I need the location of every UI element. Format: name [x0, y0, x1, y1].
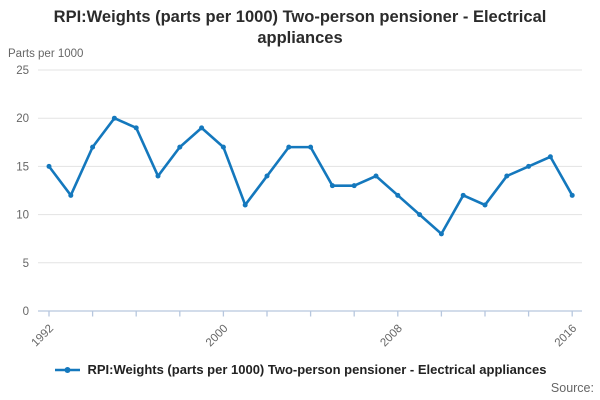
x-tick-label: 2008 — [378, 323, 405, 350]
data-point[interactable] — [569, 192, 575, 198]
data-point[interactable] — [308, 144, 314, 150]
data-point[interactable] — [199, 125, 205, 131]
data-point[interactable] — [329, 183, 335, 189]
y-tick-label: 20 — [16, 113, 29, 125]
data-point[interactable] — [460, 192, 466, 198]
legend-series-marker-icon — [54, 366, 80, 373]
data-point[interactable] — [155, 173, 161, 179]
y-axis-unit-label: Parts per 1000 — [8, 48, 84, 60]
data-point[interactable] — [286, 144, 292, 150]
x-tick-label: 2016 — [553, 323, 580, 350]
y-tick-label: 25 — [16, 65, 29, 77]
data-point[interactable] — [373, 173, 379, 179]
x-tick-label: 1992 — [30, 323, 57, 350]
data-point[interactable] — [526, 163, 532, 169]
legend-item-label: RPI:Weights (parts per 1000) Two-person … — [87, 362, 547, 377]
page-title: RPI:Weights (parts per 1000) Two-person … — [0, 7, 600, 49]
data-point[interactable] — [220, 144, 226, 150]
data-point[interactable] — [46, 163, 52, 169]
y-tick-label: 10 — [16, 210, 29, 222]
data-point[interactable] — [395, 192, 401, 198]
data-point[interactable] — [351, 183, 357, 189]
source-label: Source: — [550, 381, 594, 395]
data-point[interactable] — [111, 115, 117, 121]
legend[interactable]: RPI:Weights (parts per 1000) Two-person … — [0, 362, 600, 377]
chart-title-text: RPI:Weights (parts per 1000) Two-person … — [53, 8, 547, 47]
data-point[interactable] — [417, 212, 423, 218]
y-tick-label: 15 — [16, 161, 29, 173]
x-tick-label: 2000 — [204, 323, 231, 350]
data-point[interactable] — [547, 154, 553, 160]
data-point[interactable] — [482, 202, 488, 208]
data-point[interactable] — [177, 144, 183, 150]
series-line[interactable] — [47, 116, 574, 236]
y-tick-label: 5 — [23, 258, 29, 270]
data-point[interactable] — [242, 202, 248, 208]
data-point[interactable] — [438, 231, 444, 237]
data-point[interactable] — [68, 192, 74, 198]
y-tick-label: 0 — [23, 306, 29, 318]
data-point[interactable] — [504, 173, 510, 179]
data-point[interactable] — [90, 144, 96, 150]
data-point[interactable] — [264, 173, 270, 179]
data-point[interactable] — [133, 125, 139, 131]
